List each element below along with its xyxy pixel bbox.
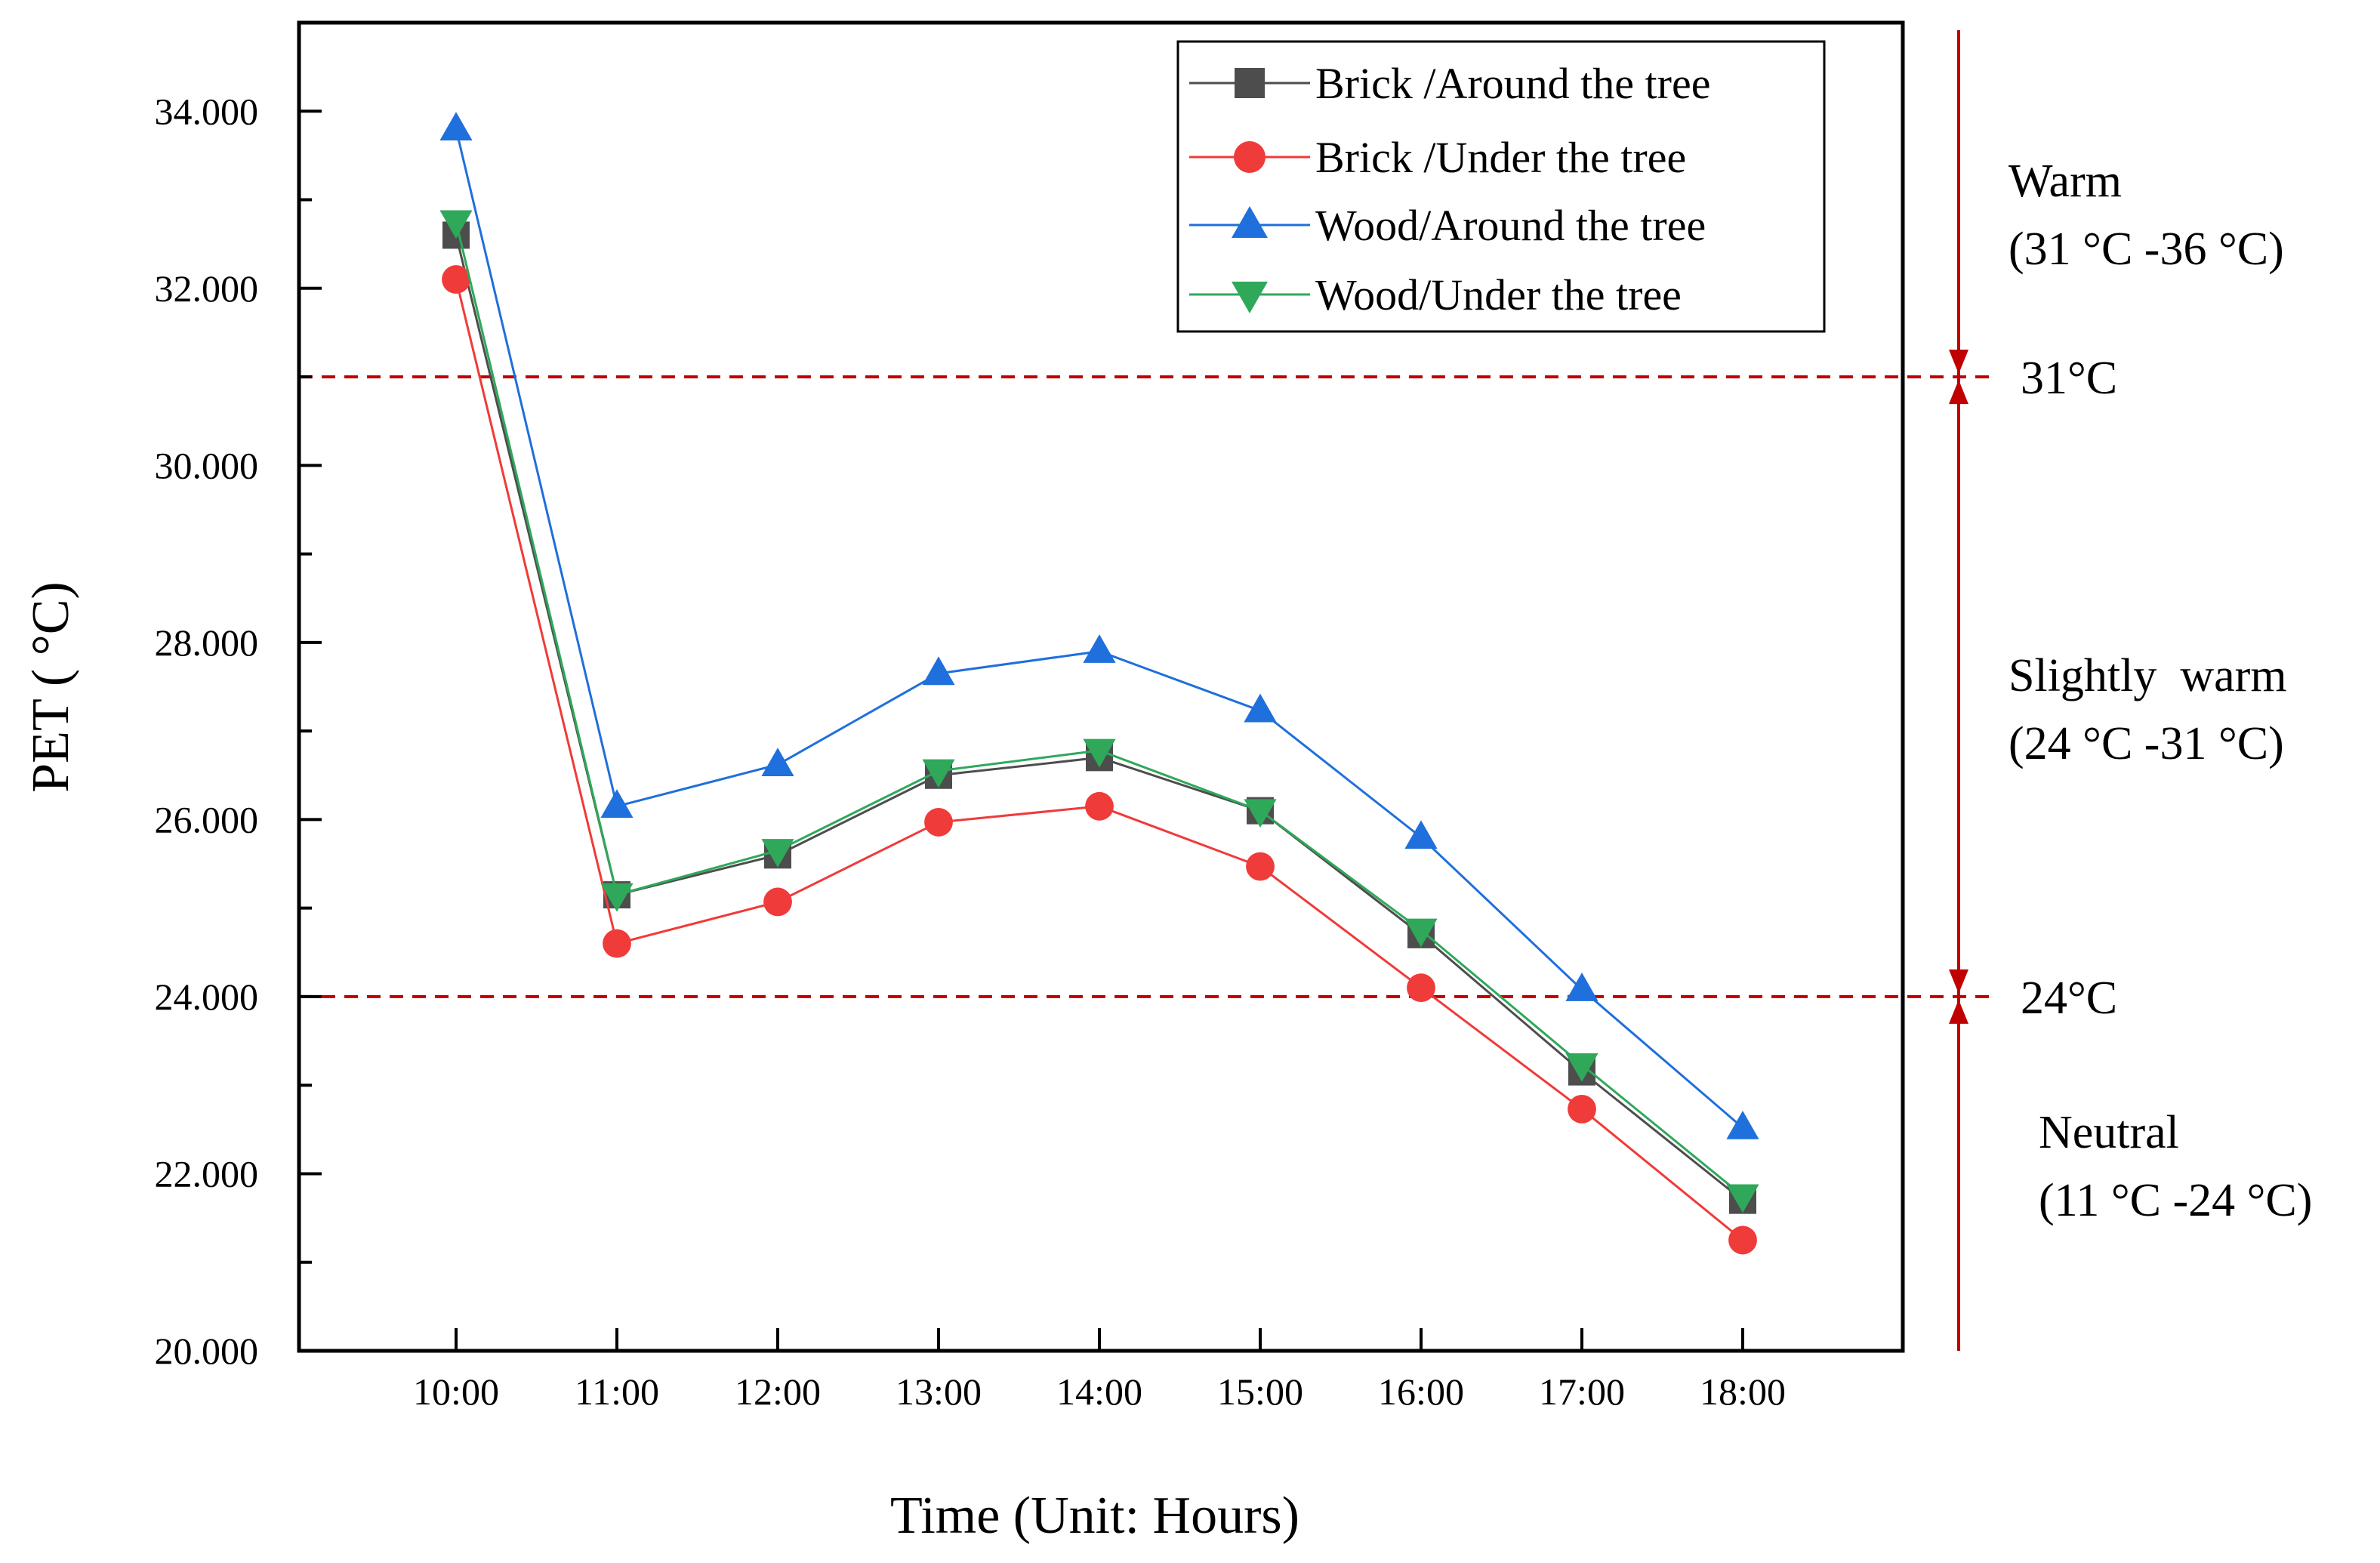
y-tick-label: 20.000 — [155, 1330, 259, 1372]
data-point — [1726, 1184, 1759, 1213]
x-axis-title: Time (Unit: Hours) — [890, 1487, 1299, 1545]
legend-box — [1176, 40, 1826, 333]
legend-label: Brick /Around the tree — [1315, 59, 1710, 108]
data-point — [1404, 820, 1438, 849]
data-point — [603, 929, 631, 958]
y-tick-label: 22.000 — [155, 1152, 259, 1195]
zone-arrow-head — [1949, 350, 1968, 375]
comfort-zones: Warm (31 °C -36 °C) Slightly warm (24 °C -3… — [1949, 30, 2312, 1351]
zone-arrow-head — [1949, 969, 1968, 994]
data-point — [1083, 634, 1116, 663]
data-point — [1244, 799, 1277, 828]
data-point — [1246, 852, 1275, 881]
data-point — [922, 759, 955, 788]
legend-label: Wood/Under the tree — [1315, 270, 1682, 319]
y-tick-label: 32.000 — [155, 267, 259, 310]
data-point — [1404, 918, 1438, 948]
legend: Brick /Around the tree Brick /Under the t… — [1176, 40, 1826, 333]
legend-marker — [1234, 141, 1266, 173]
x-tick-label: 17:00 — [1539, 1370, 1625, 1413]
zone-name: Neutral — [2039, 1107, 2179, 1158]
legend-marker — [1232, 206, 1268, 238]
legend-label: Brick /Under the tree — [1315, 133, 1686, 182]
data-point — [763, 887, 792, 917]
zone-name: Warm — [2009, 156, 2122, 207]
data-point — [761, 839, 794, 868]
y-axis-title: PET ( °C) — [22, 581, 80, 793]
data-point — [600, 883, 634, 912]
data-point — [924, 808, 953, 837]
series-group — [439, 112, 1759, 1255]
data-point — [1085, 791, 1114, 821]
data-point — [1244, 693, 1277, 723]
x-tick-label: 14:00 — [1056, 1370, 1142, 1413]
legend-marker — [1235, 68, 1265, 98]
series-2 — [442, 265, 1757, 1255]
zone-arrow-head — [1949, 380, 1968, 405]
data-point — [1726, 1110, 1759, 1139]
x-tick-label: 10:00 — [413, 1370, 499, 1413]
data-point — [1568, 1094, 1596, 1124]
data-point — [1565, 973, 1598, 1001]
x-tick-label: 18:00 — [1700, 1370, 1786, 1413]
axes: 20.000 22.000 24.000 26.000 28.000 30.000 32.0… — [155, 90, 1786, 1413]
data-point — [1728, 1225, 1757, 1255]
data-point — [1407, 973, 1435, 1003]
zone-range: (31 °C -36 °C) — [2009, 224, 2284, 275]
data-point — [442, 265, 470, 294]
x-tick-label: 13:00 — [896, 1370, 982, 1413]
x-tick-label: 12:00 — [735, 1370, 821, 1413]
x-tick-label: 16:00 — [1378, 1370, 1464, 1413]
data-point — [439, 210, 473, 239]
legend-marker — [1232, 282, 1268, 313]
zone-arrow-head — [1949, 999, 1968, 1024]
data-point — [1083, 738, 1116, 768]
y-tick-label: 26.000 — [155, 798, 259, 840]
x-tick-label: 11:00 — [575, 1370, 659, 1413]
data-point — [439, 112, 473, 141]
zone-range: (11 °C -24 °C) — [2039, 1175, 2312, 1226]
y-tick-label: 30.000 — [155, 444, 259, 486]
y-tick-label: 24.000 — [155, 976, 259, 1018]
threshold-label: 31°C — [2021, 353, 2117, 404]
data-point — [761, 748, 794, 776]
threshold-label: 24°C — [2021, 973, 2117, 1024]
series-3 — [439, 112, 1759, 1139]
y-tick-label: 28.000 — [155, 621, 259, 664]
threshold-lines: 31°C 24°C — [299, 353, 2117, 1024]
x-tick-label: 15:00 — [1217, 1370, 1303, 1413]
legend-label: Wood/Around the tree — [1315, 201, 1706, 250]
data-point — [600, 789, 634, 818]
zone-range: (24 °C -31 °C) — [2009, 718, 2284, 769]
data-point — [922, 656, 955, 686]
zone-name: Slightly warm — [2009, 650, 2287, 701]
y-tick-label: 34.000 — [155, 90, 259, 132]
series-4 — [439, 210, 1759, 1213]
data-point — [1565, 1053, 1598, 1082]
